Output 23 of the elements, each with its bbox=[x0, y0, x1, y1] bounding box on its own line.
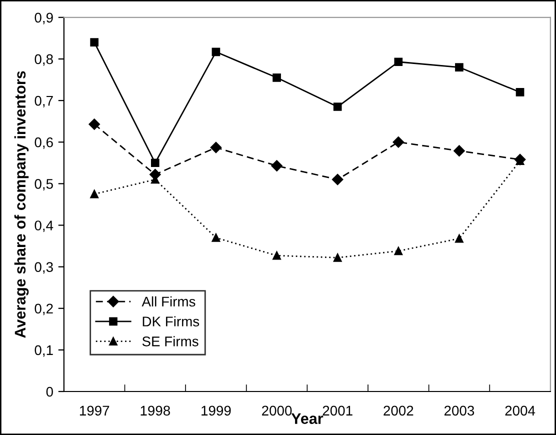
y-tick-label: 0,3 bbox=[34, 262, 53, 274]
x-tick-label: 1998 bbox=[140, 406, 170, 416]
y-tick-label: 0,1 bbox=[34, 345, 53, 357]
legend-label: SE Firms bbox=[142, 336, 198, 346]
y-tick-label: 0,2 bbox=[34, 304, 53, 316]
y-tick-label: 0,4 bbox=[34, 220, 54, 232]
y-tick-label: 0,7 bbox=[34, 96, 53, 108]
x-tick-label: 2000 bbox=[262, 406, 292, 416]
y-axis-title: Average share of company inventors bbox=[14, 71, 29, 338]
x-tick-label: 1997 bbox=[80, 406, 110, 416]
y-tick-label: 0,5 bbox=[34, 179, 53, 190]
x-tick-label: 2003 bbox=[444, 406, 474, 416]
legend-label: DK Firms bbox=[142, 316, 200, 326]
y-tick-label: 0 bbox=[46, 386, 53, 397]
y-tick-label: 0,6 bbox=[34, 137, 53, 149]
y-tick-label: 0,9 bbox=[34, 12, 53, 24]
x-tick-label: 2004 bbox=[505, 406, 536, 416]
y-tick-label: 0,8 bbox=[34, 54, 53, 66]
x-tick-label: 2001 bbox=[322, 406, 352, 416]
x-tick-label: 1999 bbox=[202, 406, 231, 416]
x-tick-label: 2002 bbox=[384, 406, 414, 416]
legend-label: All Firms bbox=[142, 296, 196, 307]
x-axis-title: Year bbox=[291, 413, 324, 424]
